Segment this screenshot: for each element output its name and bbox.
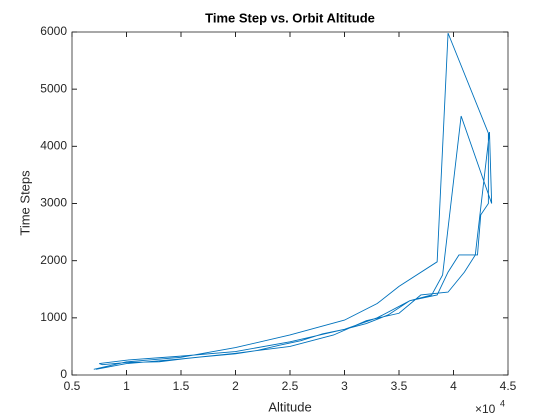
- x-tick-label: 4: [450, 379, 457, 393]
- x-tick-label: 2: [232, 379, 239, 393]
- x-tick-label: 0.5: [64, 379, 81, 393]
- x-tick-label: 1.5: [173, 379, 190, 393]
- y-axis-label: Time Steps: [17, 170, 32, 236]
- x-tick-label: 3: [341, 379, 348, 393]
- y-tick-label: 3000: [40, 196, 67, 210]
- data-line: [93, 32, 493, 370]
- x-multiplier-exponent: 4: [500, 398, 505, 408]
- x-tick-label: 1: [123, 379, 130, 393]
- y-tick-label: 2000: [40, 253, 67, 267]
- x-tick-label: 4.5: [500, 379, 517, 393]
- plot-frame: [71, 31, 509, 376]
- x-multiplier: ×10: [475, 402, 496, 416]
- y-tick-label: 5000: [40, 81, 67, 95]
- x-tick-label: 3.5: [391, 379, 408, 393]
- plot-area: [72, 32, 508, 375]
- chart-title: Time Step vs. Orbit Altitude: [205, 10, 375, 25]
- y-tick-label: 6000: [40, 24, 67, 38]
- x-tick-label: 2.5: [282, 379, 299, 393]
- y-tick-label: 4000: [40, 139, 67, 153]
- y-tick-label: 0: [60, 367, 67, 381]
- x-axis-label: Altitude: [268, 399, 311, 414]
- y-tick-label: 1000: [40, 310, 67, 324]
